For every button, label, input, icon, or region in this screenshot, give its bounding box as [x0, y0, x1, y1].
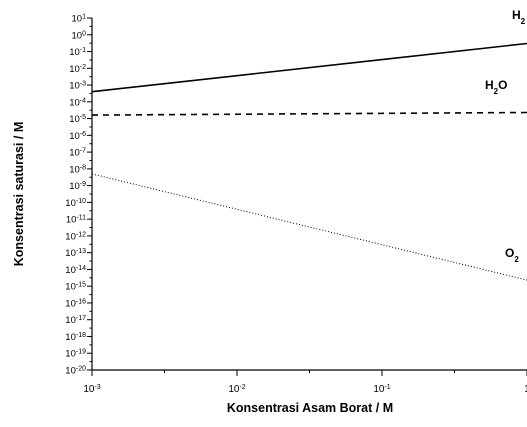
x-axis-title: Konsentrasi Asam Borat / M	[227, 401, 393, 415]
y-tick-label: 10-5	[69, 114, 86, 126]
y-tick-label: 10-8	[69, 164, 86, 176]
series-label-h2: H2	[512, 8, 526, 26]
y-tick-label: 10-11	[66, 214, 86, 226]
series-label-h2o: H2O	[485, 78, 507, 96]
y-tick-label: 10-7	[69, 147, 86, 159]
x-tick-label: 10-2	[228, 384, 245, 396]
axis-layer	[91, 18, 527, 371]
series-label-o2: O2	[505, 246, 519, 264]
y-tick-label: 10-20	[65, 365, 86, 377]
y-tick-label: 10-13	[65, 248, 86, 260]
y-tick-label: 10-12	[65, 231, 86, 243]
y-ticks: 101 100 10-1 10-2 10-3 10-4 10-5 10-6 10-7 10-8 10…	[65, 13, 92, 377]
x-tick-label: 1	[524, 384, 527, 395]
y-tick-label: 100	[72, 30, 87, 42]
y-tick-label: 10-15	[65, 281, 86, 293]
y-tick-label: 10-4	[69, 97, 86, 109]
y-tick-label: 101	[72, 13, 87, 25]
y-axis-title: Konsentrasi saturasi / M	[12, 122, 26, 267]
y-tick-label: 10-16	[65, 298, 86, 310]
y-tick-label: 10-19	[65, 348, 86, 360]
y-tick-label: 10-3	[69, 80, 86, 92]
y-tick-label: 10-2	[69, 63, 86, 75]
series-labels: H2 H2O O2	[485, 8, 526, 264]
series-line-h2	[91, 42, 527, 93]
y-tick-label: 10-10	[65, 197, 86, 209]
y-tick-label: 10-14	[65, 264, 86, 276]
series-line-h2o	[91, 111, 527, 116]
x-tick-label: 10-3	[83, 384, 100, 396]
y-tick-label: 10-6	[69, 130, 86, 142]
y-tick-label: 10-17	[65, 315, 86, 327]
series-layer	[91, 42, 527, 281]
y-tick-label: 10-1	[69, 47, 86, 59]
y-tick-label: 10-9	[69, 181, 86, 193]
series-line-o2	[91, 173, 527, 281]
x-tick-label: 10-1	[373, 384, 390, 396]
x-ticks: 10-3 10-2 10-1 1	[83, 370, 527, 395]
y-tick-label: 10-18	[65, 331, 86, 343]
